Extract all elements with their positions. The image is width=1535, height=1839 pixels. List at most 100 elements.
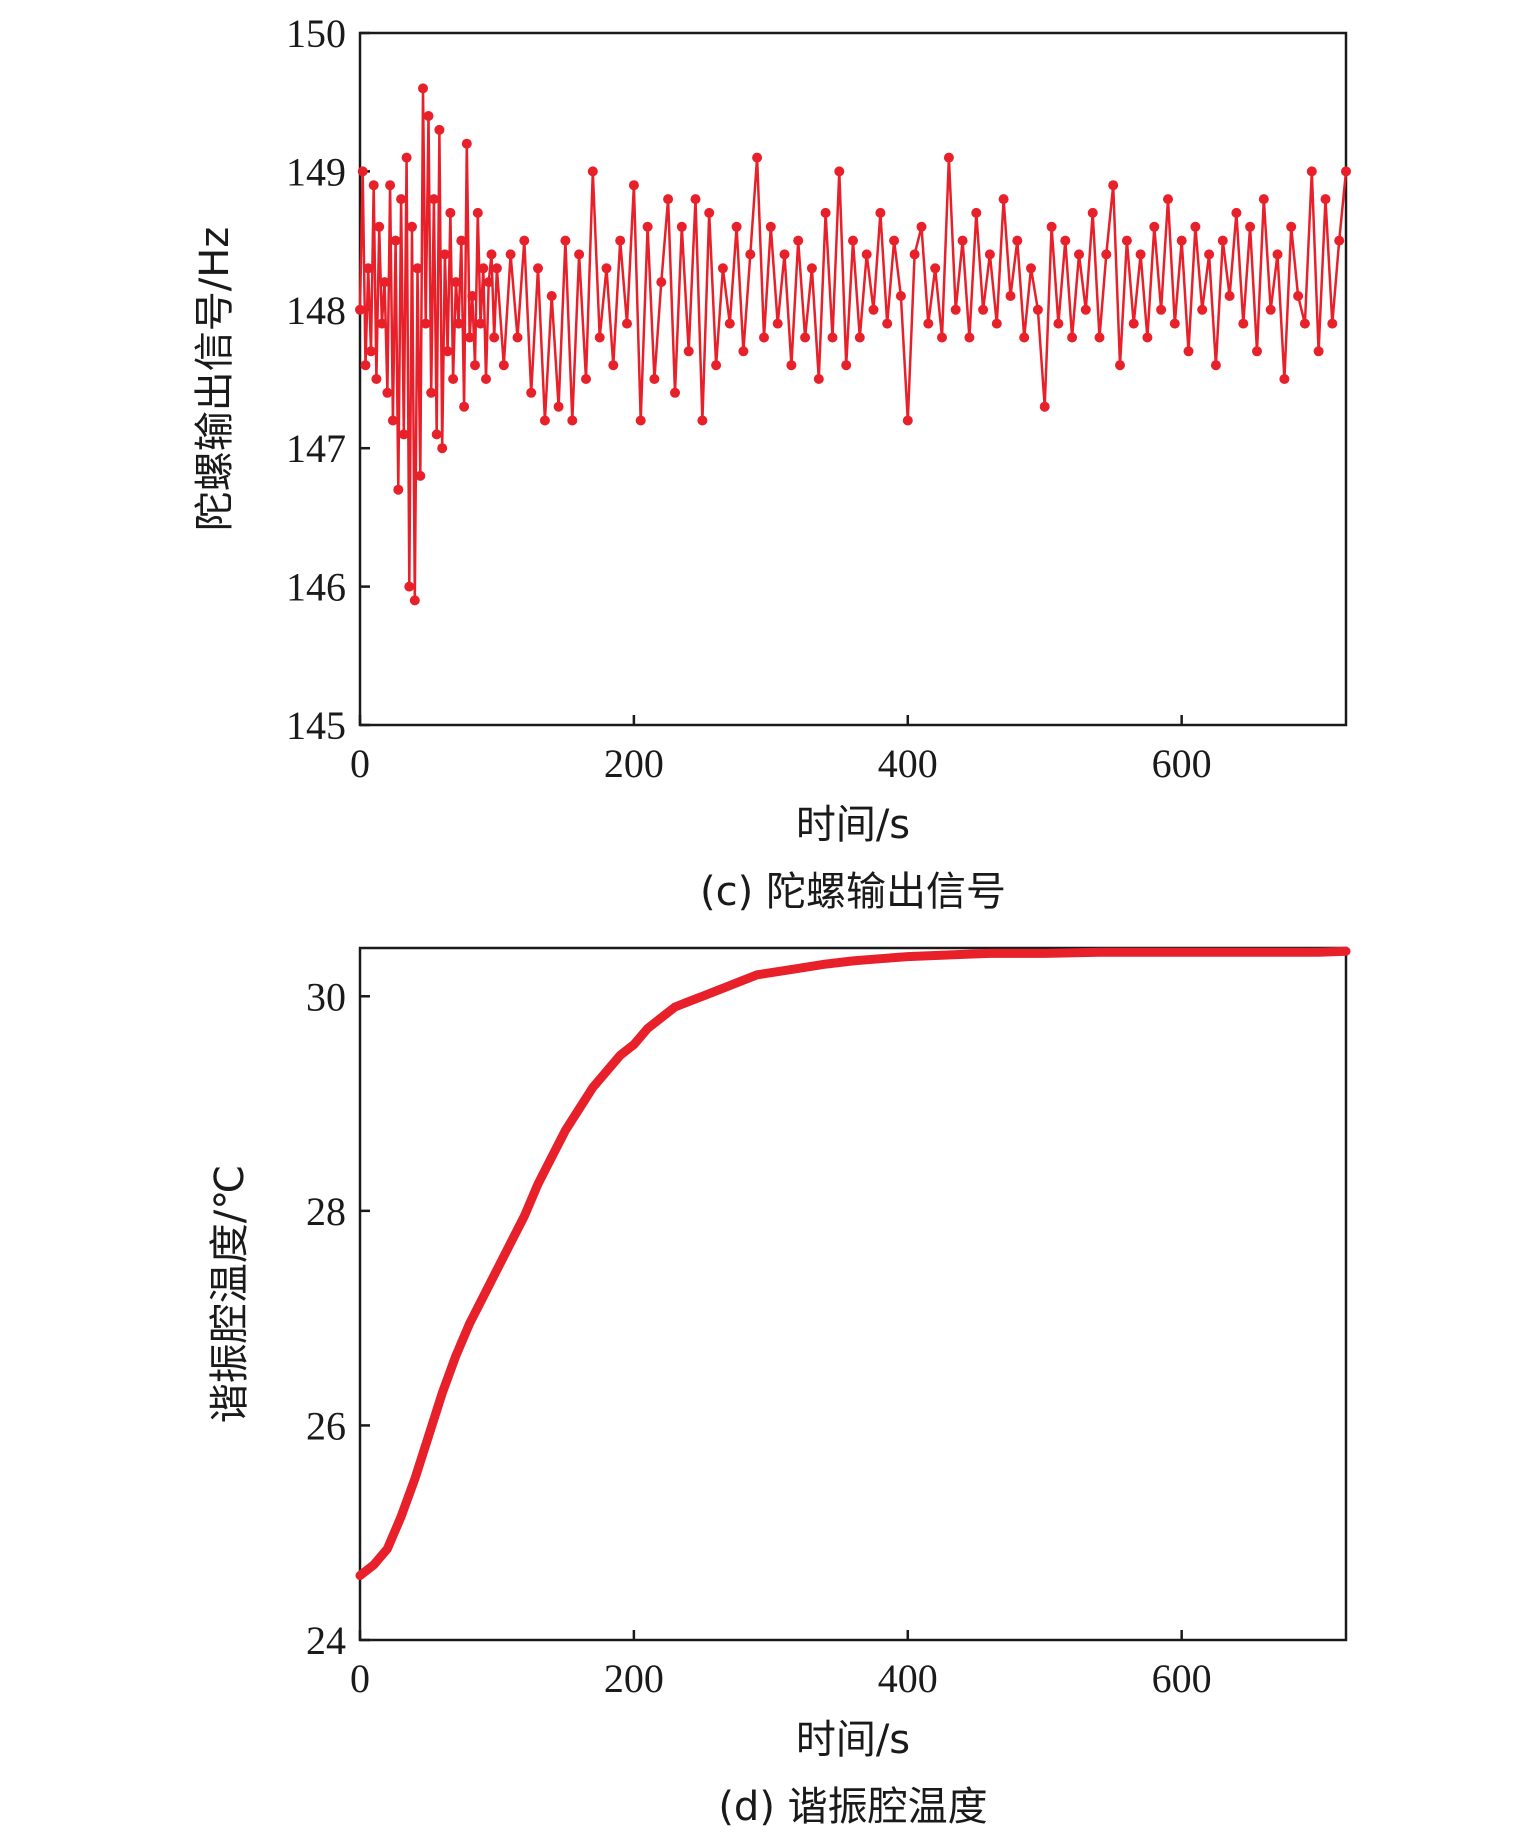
data-point [376, 318, 387, 329]
data-point [622, 318, 632, 329]
data-point [779, 249, 790, 260]
data-point [439, 249, 450, 260]
x-tick-label: 200 [604, 1656, 664, 1701]
data-point [1334, 235, 1345, 246]
data-point [765, 221, 776, 232]
x-axis-title-d: 时间/s [796, 1717, 910, 1763]
data-point [560, 235, 571, 246]
data-point [690, 194, 701, 205]
data-point [355, 304, 365, 315]
data-point [834, 166, 845, 177]
data-point [786, 360, 797, 371]
data-point [854, 332, 865, 343]
data-point [759, 332, 769, 343]
data-point [445, 207, 456, 218]
data-point [1327, 318, 1338, 329]
data-point [1231, 207, 1242, 218]
data-point [772, 318, 783, 329]
data-point [800, 332, 811, 343]
data-point [957, 235, 968, 246]
y-axis-ticks-d: 24 26 28 30 [306, 974, 370, 1663]
data-point [628, 180, 639, 191]
data-point [1005, 291, 1016, 301]
y-tick-label: 148 [286, 288, 346, 333]
data-point [1087, 207, 1098, 218]
data-point [483, 277, 494, 288]
data-point [1163, 194, 1173, 205]
data-point [1306, 166, 1317, 177]
y-tick-label: 30 [306, 974, 346, 1019]
data-point [489, 332, 500, 343]
data-point [404, 581, 415, 592]
data-point [360, 360, 371, 371]
data-point [431, 429, 442, 440]
data-point [827, 332, 838, 343]
data-point [937, 332, 947, 343]
data-point [1204, 249, 1215, 260]
x-axis-title-c: 时间/s [796, 802, 910, 848]
data-point [1272, 249, 1283, 260]
data-point [724, 318, 735, 329]
data-point [374, 221, 385, 232]
data-point [453, 318, 464, 329]
y-tick-label: 147 [286, 426, 346, 471]
data-point [387, 415, 398, 426]
y-tick-label: 149 [286, 149, 346, 194]
data-point [930, 263, 941, 274]
data-point [1039, 401, 1050, 412]
series-c [355, 83, 1351, 606]
data-point [1313, 346, 1324, 357]
data-point [1293, 291, 1304, 301]
data-point [642, 221, 653, 232]
data-point [1341, 166, 1351, 177]
data-point [412, 263, 423, 274]
x-axis-ticks-c: 0 200 400 600 [350, 715, 1212, 786]
data-point [481, 374, 491, 384]
y-tick-label: 28 [306, 1189, 346, 1234]
data-point [423, 111, 434, 121]
y-axis-ticks-c: 145 146 147 148 149 150 [286, 11, 370, 748]
data-point [1108, 180, 1119, 191]
data-point [902, 415, 913, 426]
y-tick-label: 26 [306, 1403, 346, 1448]
data-point [393, 484, 404, 495]
data-point [635, 415, 646, 426]
data-point [434, 124, 445, 135]
data-point [820, 207, 831, 218]
data-point [1101, 249, 1112, 260]
data-point [1299, 318, 1310, 329]
data-point [731, 221, 742, 232]
data-point [409, 595, 420, 606]
data-point [456, 235, 467, 246]
data-point [1210, 360, 1221, 371]
data-point [923, 318, 934, 329]
data-point [875, 207, 886, 218]
data-point [390, 235, 401, 246]
data-point [581, 374, 591, 384]
data-point [512, 332, 523, 343]
data-point [916, 221, 927, 232]
data-point [442, 346, 453, 357]
data-point [567, 415, 578, 426]
data-point [448, 374, 459, 384]
data-point [1053, 318, 1064, 329]
data-point [1238, 318, 1249, 329]
data-point [978, 304, 989, 315]
data-point [861, 249, 872, 260]
data-point [574, 249, 585, 260]
data-point [1320, 194, 1331, 205]
data-point [428, 194, 439, 205]
data-point [418, 83, 428, 94]
data-point [601, 263, 612, 274]
data-point [806, 263, 817, 274]
x-tick-label: 0 [350, 1656, 370, 1701]
data-point [505, 249, 516, 260]
data-point [998, 194, 1009, 205]
data-point [1121, 235, 1132, 246]
y-tick-label: 24 [306, 1618, 346, 1663]
data-point [1286, 221, 1297, 232]
data-point [848, 235, 858, 246]
data-point [991, 318, 1002, 329]
data-point [415, 470, 426, 481]
data-point [594, 332, 605, 343]
